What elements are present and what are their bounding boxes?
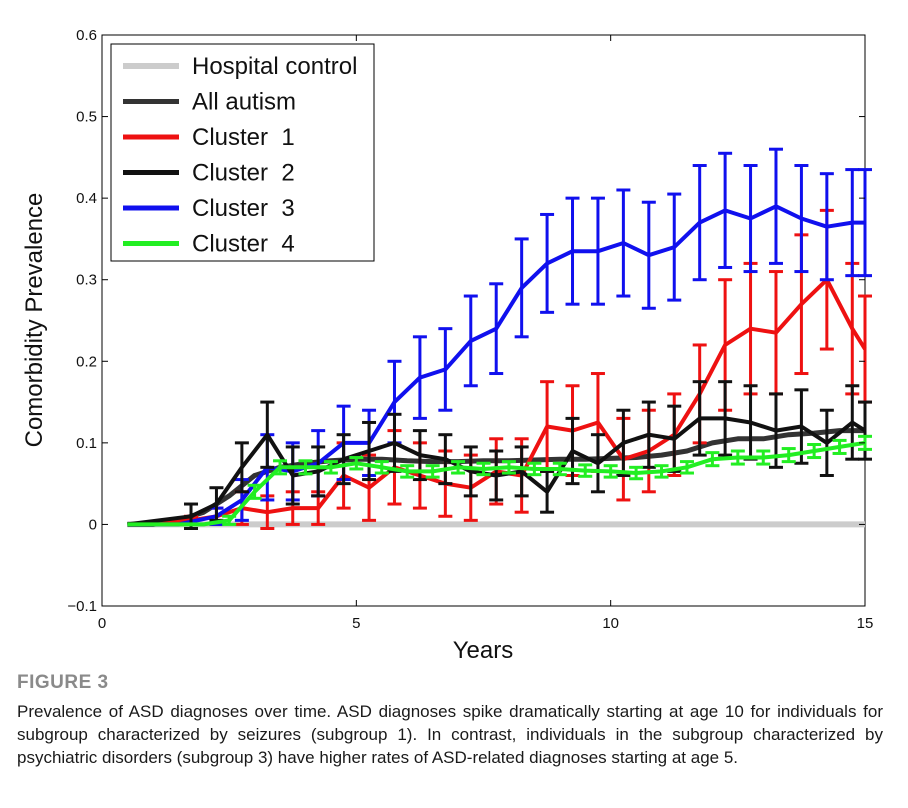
series-cluster-2 [127, 380, 872, 531]
x-tick-label: 5 [352, 615, 360, 632]
x-tick-label: 15 [857, 615, 874, 632]
caption-text: Prevalence of ASD diagnoses over time. A… [17, 702, 883, 767]
y-tick-label: 0.1 [76, 435, 97, 452]
legend-label-cluster-3: Cluster 3 [192, 195, 295, 222]
x-tick-label: 10 [602, 615, 619, 632]
figure-label: FIGURE 3 [17, 672, 109, 693]
y-tick-label: 0 [89, 516, 97, 533]
y-tick-label: 0.2 [76, 353, 97, 370]
y-tick-label: 0.5 [76, 109, 97, 126]
y-tick-label: 0.4 [76, 190, 97, 207]
series-cluster-4 [127, 434, 872, 527]
y-tick-label: 0.6 [76, 27, 97, 44]
legend-box [110, 43, 375, 262]
figure-caption: FIGURE 3 Prevalence of ASD diagnoses ove… [17, 672, 883, 769]
x-tick-label: 0 [98, 615, 106, 632]
series-line [127, 204, 865, 527]
y-tick-label: 0.3 [76, 272, 97, 289]
series-cluster-3 [127, 147, 872, 527]
y-tick-label: −0.1 [67, 598, 97, 615]
chart: 0 5 10 15−0.100.10.20.30.40.50.6 Years Como… [21, 27, 873, 664]
series-layer [127, 147, 872, 531]
x-axis-title: Years [453, 637, 514, 664]
legend-label-cluster-4: Cluster 4 [192, 231, 295, 258]
axis-layer: 0 5 10 15−0.100.10.20.30.40.50.6 [67, 27, 873, 632]
legend-label-all-autism: All autism [192, 89, 296, 116]
y-axis-title: Comorbidity Prevalence [21, 193, 48, 448]
series-line [127, 440, 866, 527]
legend: Hospital control All autism Cluster 1 Clust… [110, 43, 375, 262]
legend-label-cluster-1: Cluster 1 [192, 124, 295, 151]
legend-label-cluster-2: Cluster 2 [192, 160, 295, 187]
legend-label-hospital-control: Hospital control [192, 53, 357, 80]
